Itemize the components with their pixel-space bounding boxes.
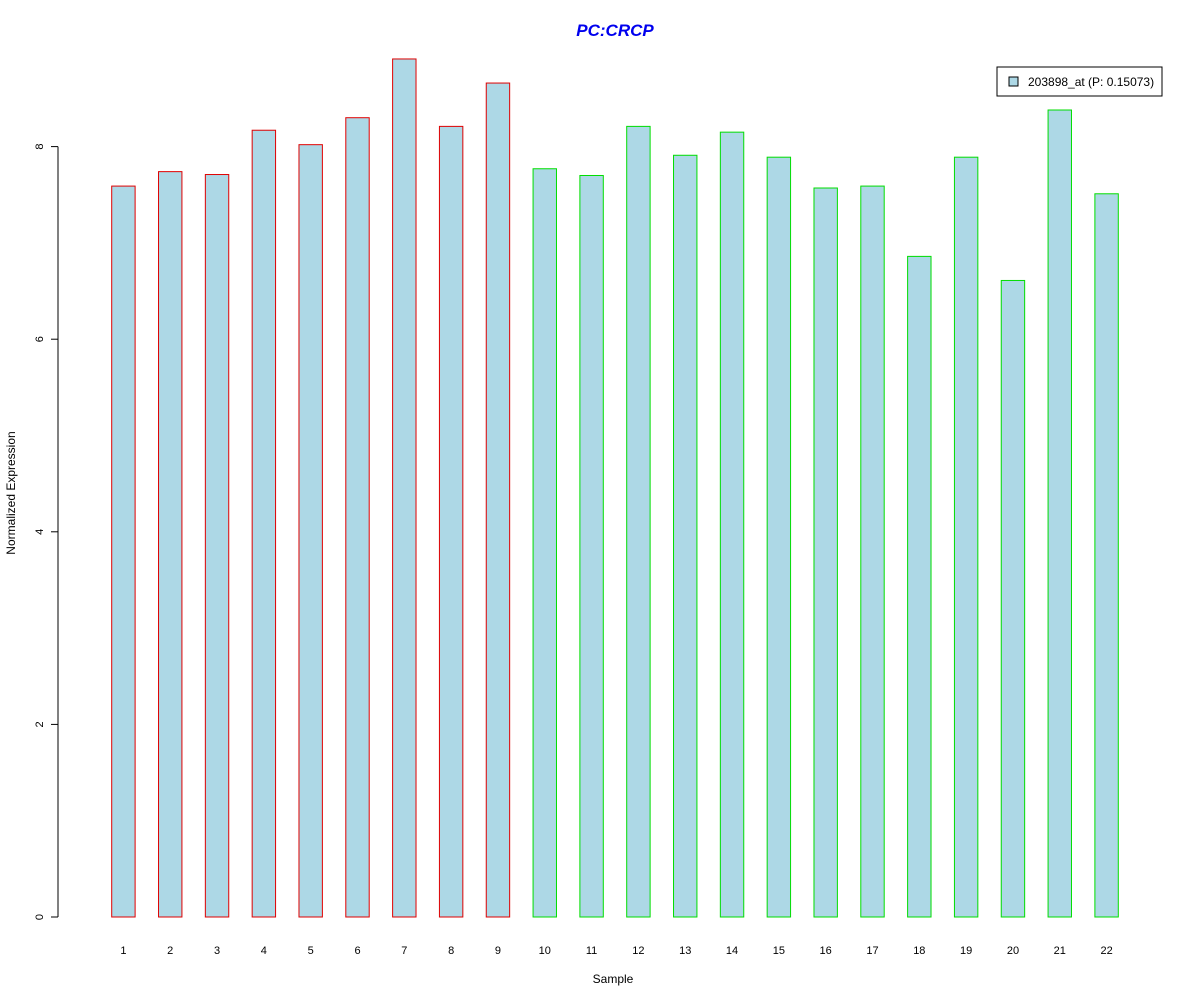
bar: [158, 171, 183, 918]
y-tick-label: 4: [34, 529, 46, 535]
x-tick-label: 22: [1100, 945, 1112, 957]
y-tick-label: 6: [34, 336, 46, 342]
bar: [626, 125, 651, 918]
x-tick-label: 8: [448, 945, 454, 957]
x-tick-label: 16: [820, 945, 832, 957]
chart-title: PC:CRCP: [576, 21, 654, 40]
x-tick-label: 19: [960, 945, 972, 957]
bar: [298, 144, 323, 918]
x-tick-label: 17: [866, 945, 878, 957]
bar: [719, 131, 745, 918]
legend-box: [996, 66, 1163, 97]
y-tick-label: 0: [34, 914, 46, 920]
x-tick-label: 1: [120, 945, 126, 957]
x-tick-label: 12: [632, 945, 644, 957]
y-tick-label: 8: [34, 144, 46, 150]
x-tick-label: 21: [1054, 945, 1066, 957]
bar: [813, 187, 838, 918]
legend-swatch: [1008, 76, 1019, 87]
bar: [438, 125, 464, 918]
bar: [1047, 109, 1072, 918]
x-tick-label: 20: [1007, 945, 1019, 957]
bar: [392, 58, 417, 918]
bar: [345, 117, 370, 918]
x-tick-label: 7: [401, 945, 407, 957]
x-tick-label: 4: [261, 945, 267, 957]
x-tick-label: 3: [214, 945, 220, 957]
bar: [1000, 279, 1026, 918]
y-axis-label: Normalized Expression: [4, 431, 18, 554]
y-axis: 0 2 4 6 8: [34, 144, 59, 920]
bar: [860, 185, 885, 918]
x-tick-label: 15: [773, 945, 785, 957]
bar: [579, 174, 604, 918]
x-tick-label: 10: [539, 945, 551, 957]
bar: [532, 168, 557, 918]
bar: [1094, 193, 1119, 918]
bar: [251, 129, 277, 918]
x-axis: 1 2 3 4 5 6 7 8 9 10 11 12 13 14 15 16 17 18 19 20 21 22: [120, 945, 1112, 957]
x-tick-label: 11: [586, 945, 597, 957]
x-tick-label: 6: [354, 945, 360, 957]
x-tick-label: 2: [167, 945, 173, 957]
bar: [907, 255, 932, 918]
x-tick-label: 18: [913, 945, 925, 957]
bar: [204, 174, 230, 918]
x-axis-label: Sample: [593, 972, 634, 986]
y-tick-label: 2: [34, 721, 46, 727]
bar: [111, 185, 136, 918]
legend-entry-label: 203898_at (P: 0.15073): [1028, 75, 1154, 89]
bars: [111, 58, 1119, 918]
bar: [953, 156, 979, 918]
legend: 203898_at (P: 0.15073): [996, 66, 1163, 97]
x-tick-label: 13: [679, 945, 691, 957]
x-tick-label: 14: [726, 945, 738, 957]
x-tick-label: 5: [308, 945, 314, 957]
bar: [673, 154, 698, 918]
bar: [766, 156, 792, 918]
x-tick-label: 9: [495, 945, 501, 957]
bar: [485, 82, 511, 918]
